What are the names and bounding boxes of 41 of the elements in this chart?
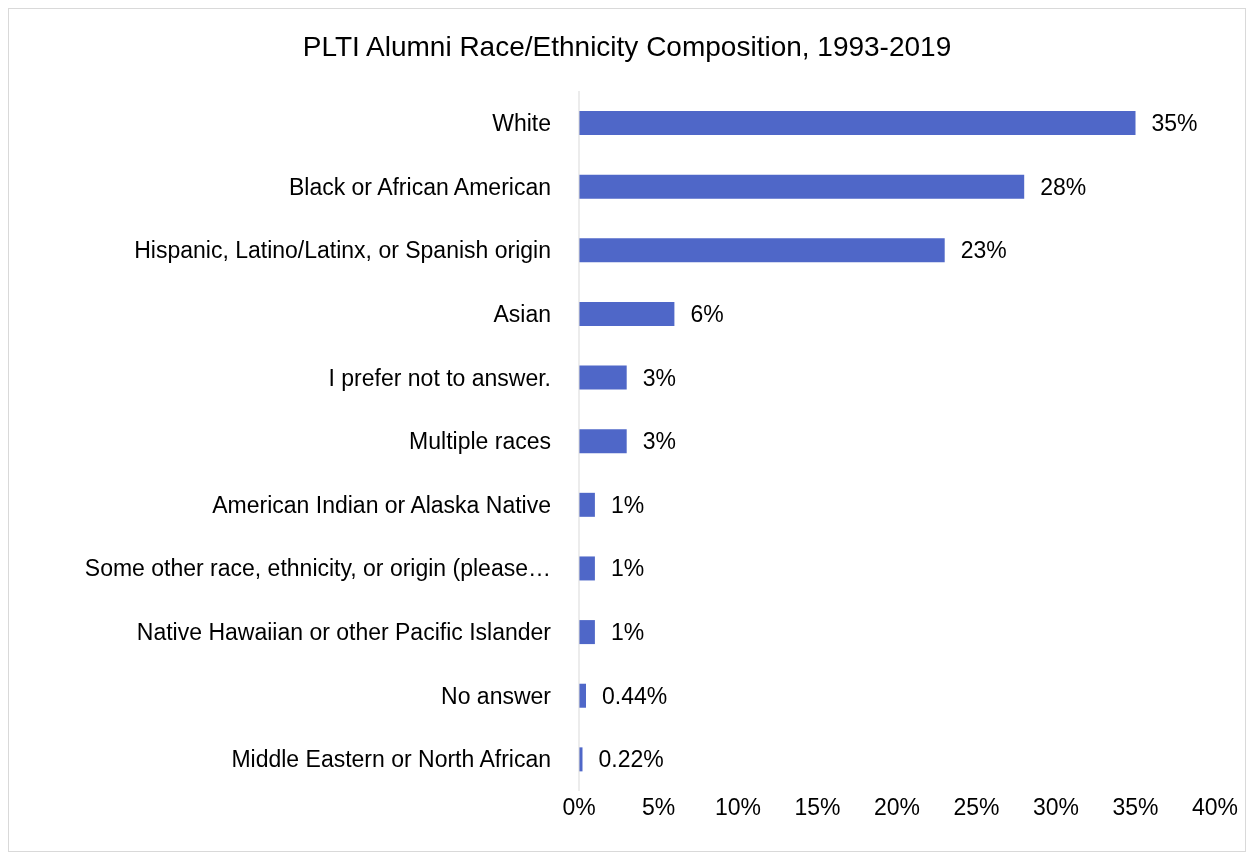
bar <box>579 365 627 390</box>
data-label: 1% <box>610 491 645 518</box>
bar <box>579 429 627 454</box>
bar <box>579 238 945 263</box>
data-label: 6% <box>690 300 724 327</box>
data-label: 23% <box>960 237 1007 264</box>
bar <box>579 111 1136 135</box>
y-tick-label: American Indian or Alaska Native <box>212 491 551 518</box>
x-tick-label: 10% <box>714 794 762 821</box>
x-tick-label: 15% <box>794 794 841 821</box>
x-tick-label: 40% <box>1191 794 1239 821</box>
bar <box>579 620 595 645</box>
x-tick-label: 5% <box>641 794 676 821</box>
y-tick-label: Native Hawaiian or other Pacific Islander <box>136 619 552 646</box>
y-tick-label: Some other race, ethnicity, or origin (please… <box>84 555 551 582</box>
data-label: 3% <box>642 428 676 455</box>
data-label: 3% <box>642 364 676 391</box>
bar <box>579 301 675 326</box>
data-label: 0.44% <box>602 682 668 709</box>
x-tick-label: 0% <box>562 794 596 821</box>
x-tick-label: 35% <box>1112 794 1159 821</box>
data-label: 1% <box>610 619 645 646</box>
data-label: 0.22% <box>598 746 664 773</box>
x-tick-label: 20% <box>873 794 921 821</box>
y-tick-label: Multiple races <box>409 428 551 455</box>
chart-title: PLTI Alumni Race/Ethnicity Composition, 1993-2019 <box>301 31 953 64</box>
y-tick-label: White <box>492 109 551 136</box>
x-tick-label: 30% <box>1032 794 1080 821</box>
y-tick-label: Asian <box>493 300 551 327</box>
bar <box>579 492 595 517</box>
data-label: 28% <box>1040 173 1087 200</box>
data-label: 35% <box>1151 110 1198 136</box>
y-tick-label: Black or African American <box>288 173 551 200</box>
y-tick-label: No answer <box>441 682 552 709</box>
y-tick-label: Hispanic, Latino/Latinx, or Spanish origin <box>134 237 551 264</box>
y-tick-label: I prefer not to answer. <box>328 364 551 391</box>
bar <box>579 174 1025 199</box>
data-label: 1% <box>610 555 645 582</box>
x-tick-label: 25% <box>953 794 1000 821</box>
y-tick-label: Middle Eastern or North African <box>231 746 551 773</box>
bar <box>579 556 595 581</box>
